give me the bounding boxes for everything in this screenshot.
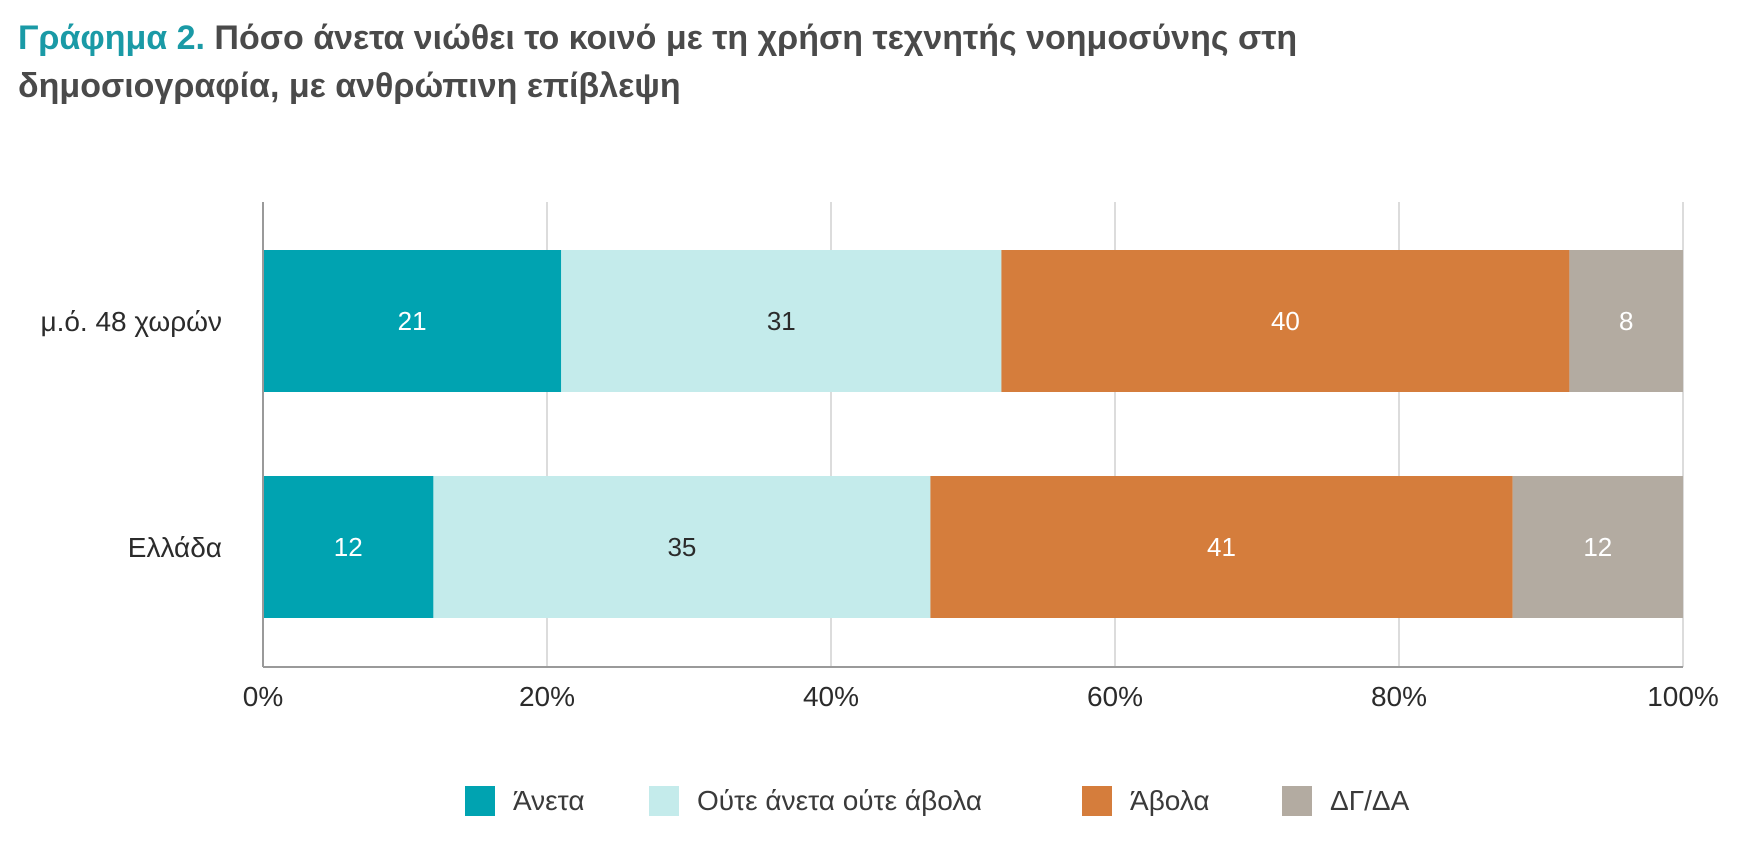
- bar-segment: [433, 476, 931, 618]
- bar-segment: [561, 250, 1002, 392]
- category-label: Ελλάδα: [128, 532, 222, 563]
- legend-item: ΔΓ/ΔΑ: [1282, 785, 1409, 817]
- stacked-bar-chart: 21 31 40 8 μ.ό. 48 χωρών 12 35 41 12 Ελλάδα 0% 20% 4…: [40, 202, 1719, 712]
- bar-segment: [263, 250, 562, 392]
- legend-label: Ούτε άνετα ούτε άβολα: [697, 785, 983, 816]
- data-label: 12: [1583, 532, 1612, 562]
- legend-label: ΔΓ/ΔΑ: [1330, 785, 1410, 816]
- bar-segment: [263, 476, 434, 618]
- bar-segment: [1512, 476, 1683, 618]
- x-tick-label: 20%: [519, 681, 575, 712]
- legend-label: Άνετα: [513, 785, 585, 816]
- data-label: 31: [767, 306, 796, 336]
- x-tick-label: 40%: [803, 681, 859, 712]
- chart-title-prefix: Γράφημα 2.: [18, 19, 205, 57]
- legend-swatch: [1282, 786, 1312, 816]
- bar-segment: [930, 476, 1513, 618]
- data-label: 8: [1619, 306, 1633, 336]
- legend-swatch: [465, 786, 495, 816]
- x-tick-label: 100%: [1647, 681, 1719, 712]
- x-tick-label: 80%: [1371, 681, 1427, 712]
- legend-label: Άβολα: [1130, 785, 1210, 816]
- legend-swatch: [1082, 786, 1112, 816]
- x-tick-label: 60%: [1087, 681, 1143, 712]
- legend-item: Άβολα: [1082, 785, 1210, 817]
- category-label: μ.ό. 48 χωρών: [40, 306, 222, 337]
- data-label: 41: [1207, 532, 1236, 562]
- bar-segment: [1001, 250, 1570, 392]
- x-tick-label: 0%: [243, 681, 283, 712]
- chart-legend: Άνετα Ούτε άνετα ούτε άβολα Άβολα ΔΓ/ΔΑ: [0, 785, 1742, 825]
- legend-swatch: [649, 786, 679, 816]
- bar-segment: [1569, 250, 1683, 392]
- data-label: 21: [398, 306, 427, 336]
- data-label: 35: [667, 532, 696, 562]
- legend-item: Άνετα: [465, 785, 585, 817]
- chart-title-text: Πόσο άνετα νιώθει το κοινό με τη χρήση τ…: [18, 19, 1298, 105]
- data-label: 12: [334, 532, 363, 562]
- chart-title: Γράφημα 2. Πόσο άνετα νιώθει το κοινό με…: [18, 14, 1418, 110]
- data-label: 40: [1271, 306, 1300, 336]
- legend-item: Ούτε άνετα ούτε άβολα: [649, 785, 982, 817]
